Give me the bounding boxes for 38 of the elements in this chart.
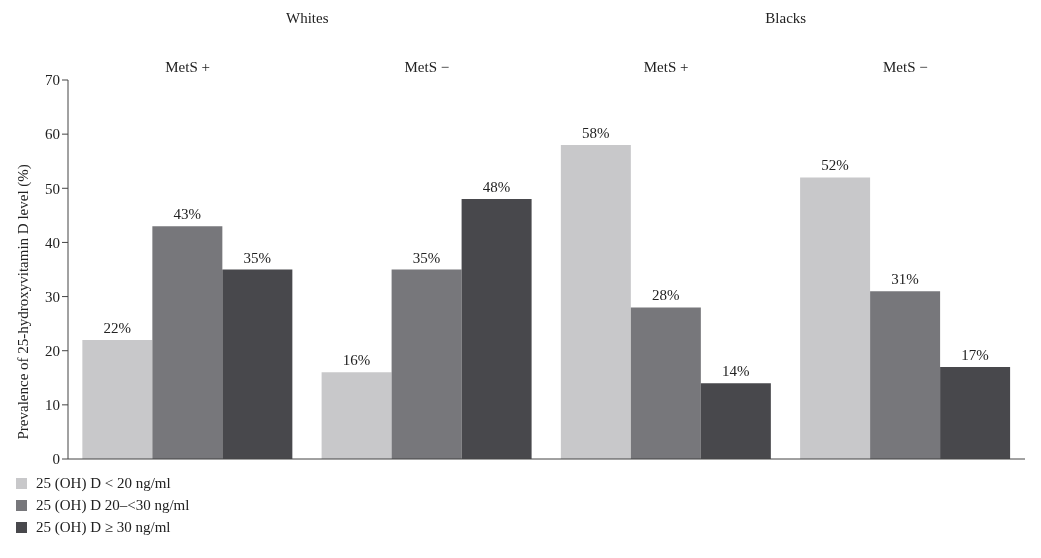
data-label: 22% [103, 319, 132, 336]
legend-label: 25 (OH) D ≥ 30 ng/ml [36, 518, 171, 537]
data-label: 52% [821, 157, 849, 174]
data-label: 35% [412, 249, 441, 266]
x-tick-label: MetS − [883, 59, 928, 75]
y-tick-label: 70 [45, 72, 60, 89]
y-tick-label: 40 [45, 234, 60, 251]
bar [560, 144, 631, 459]
bar [391, 269, 462, 459]
x-tick-label: MetS + [165, 59, 210, 75]
bar [800, 177, 871, 459]
data-label: 14% [722, 363, 750, 380]
data-label: 58% [582, 124, 610, 141]
bar [82, 339, 153, 459]
bar [630, 307, 701, 459]
legend-label: 25 (OH) D 20–<30 ng/ml [36, 496, 190, 515]
text: Blacks [764, 10, 808, 27]
y-tick-label: 10 [45, 397, 60, 414]
data-label: 28% [652, 287, 680, 304]
y-tick-label: 20 [45, 343, 60, 360]
bar [321, 372, 392, 459]
y-tick-label: 0 [52, 451, 60, 468]
legend-label: 25 (OH) D < 20 ng/ml [36, 474, 171, 493]
x-tick-label: MetS + [643, 59, 689, 75]
y-tick-label: 50 [45, 180, 60, 197]
data-label: 35% [243, 249, 272, 266]
y-axis-title: Prevalence of 25-hydroxyvitamin D level (%) [15, 164, 33, 440]
y-tick-label: 30 [45, 288, 60, 305]
bar [152, 226, 223, 459]
data-label: 17% [961, 346, 989, 363]
data-label: 31% [891, 271, 919, 288]
x-tick-label: MetS − [404, 59, 450, 75]
bar [870, 291, 941, 459]
data-label: 43% [173, 206, 202, 223]
y-tick-label: 60 [45, 126, 60, 143]
text: Whites [285, 10, 330, 27]
data-label: 48% [482, 179, 511, 196]
data-label: 16% [342, 352, 371, 369]
